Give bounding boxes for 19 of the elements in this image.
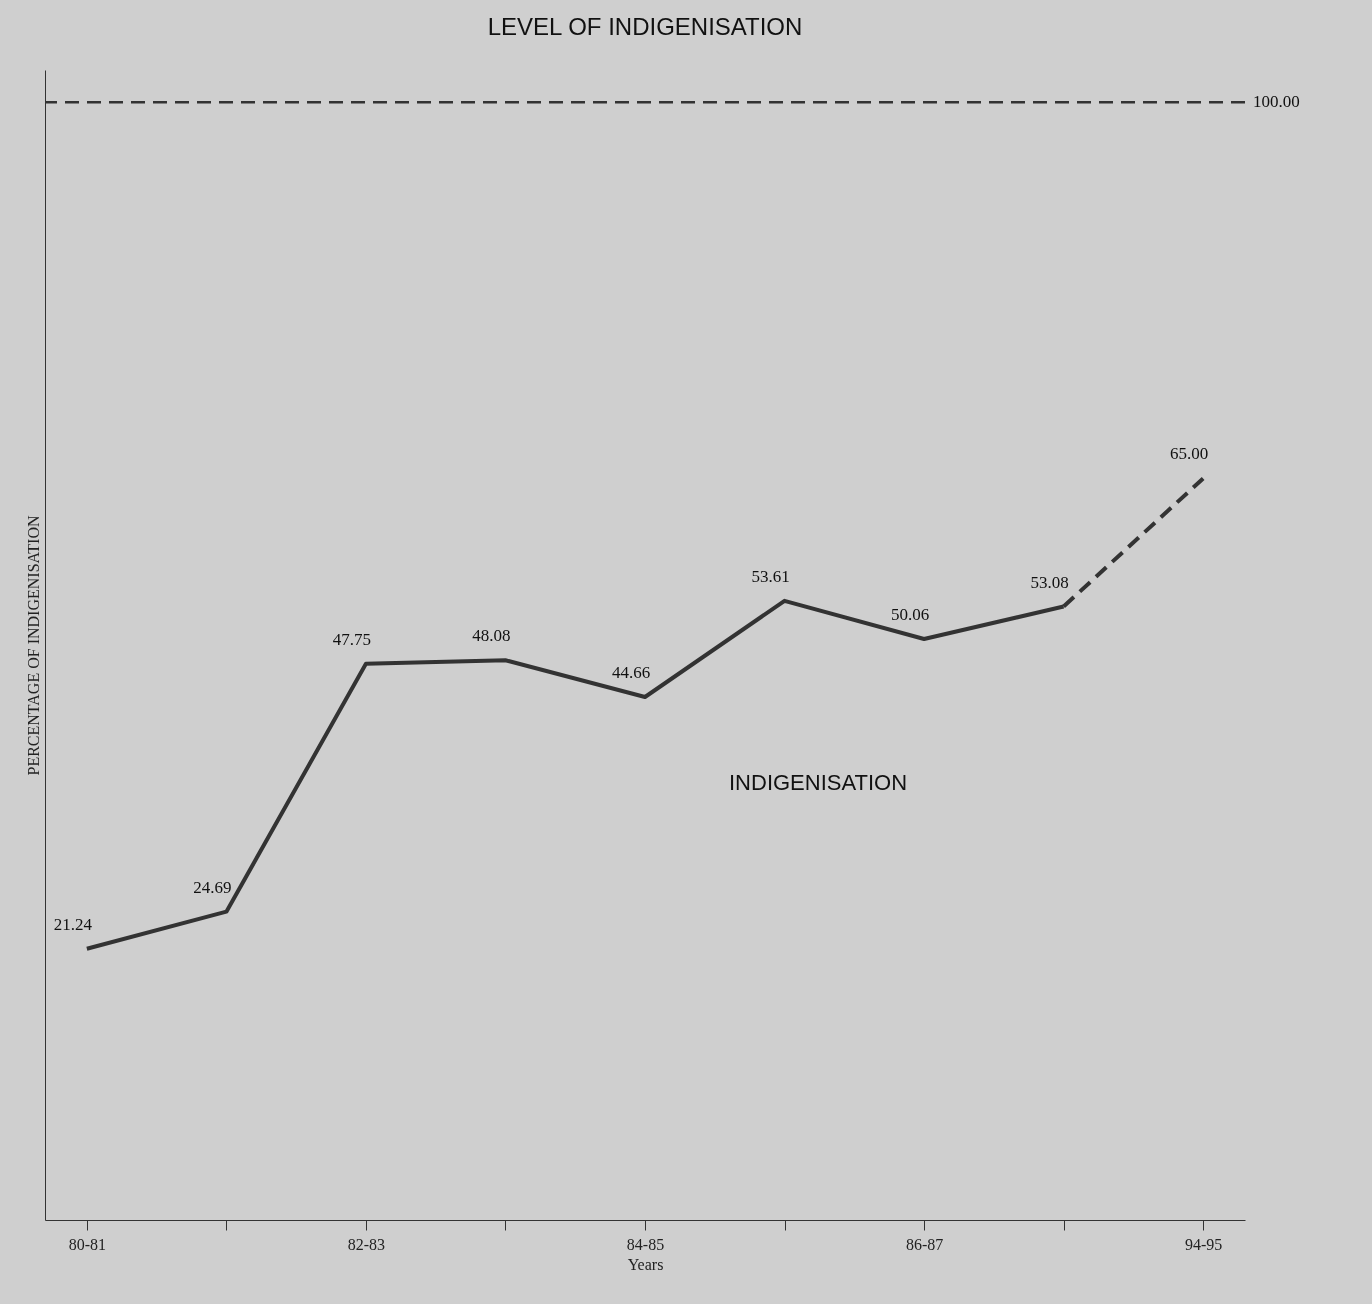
data-label: 21.24 [53,914,93,934]
y-axis-title: PERCENTAGE OF INDIGENISATION [24,515,42,776]
ref-line-label: 100.00 [1253,92,1300,112]
x-tick-label: 80-81 [68,1235,107,1253]
data-label: 65.00 [1170,444,1209,464]
data-label: 50.06 [890,604,930,624]
data-label: 24.69 [193,877,232,897]
data-label: 44.66 [611,663,651,683]
x-axis-title: Years [627,1255,664,1273]
data-label: 47.75 [332,629,372,649]
x-tick-label: 82-83 [347,1235,386,1253]
x-tick-label: 84-85 [626,1235,665,1253]
annotation: INDIGENISATION [729,770,908,795]
data-label: 53.61 [751,566,790,586]
data-label: 53.08 [1030,572,1069,592]
x-tick-label: 94-95 [1184,1235,1223,1253]
x-tick-label: 86-87 [905,1235,944,1253]
data-label: 48.08 [472,626,511,646]
chart-title: LEVEL OF INDIGENISATION [487,13,803,40]
